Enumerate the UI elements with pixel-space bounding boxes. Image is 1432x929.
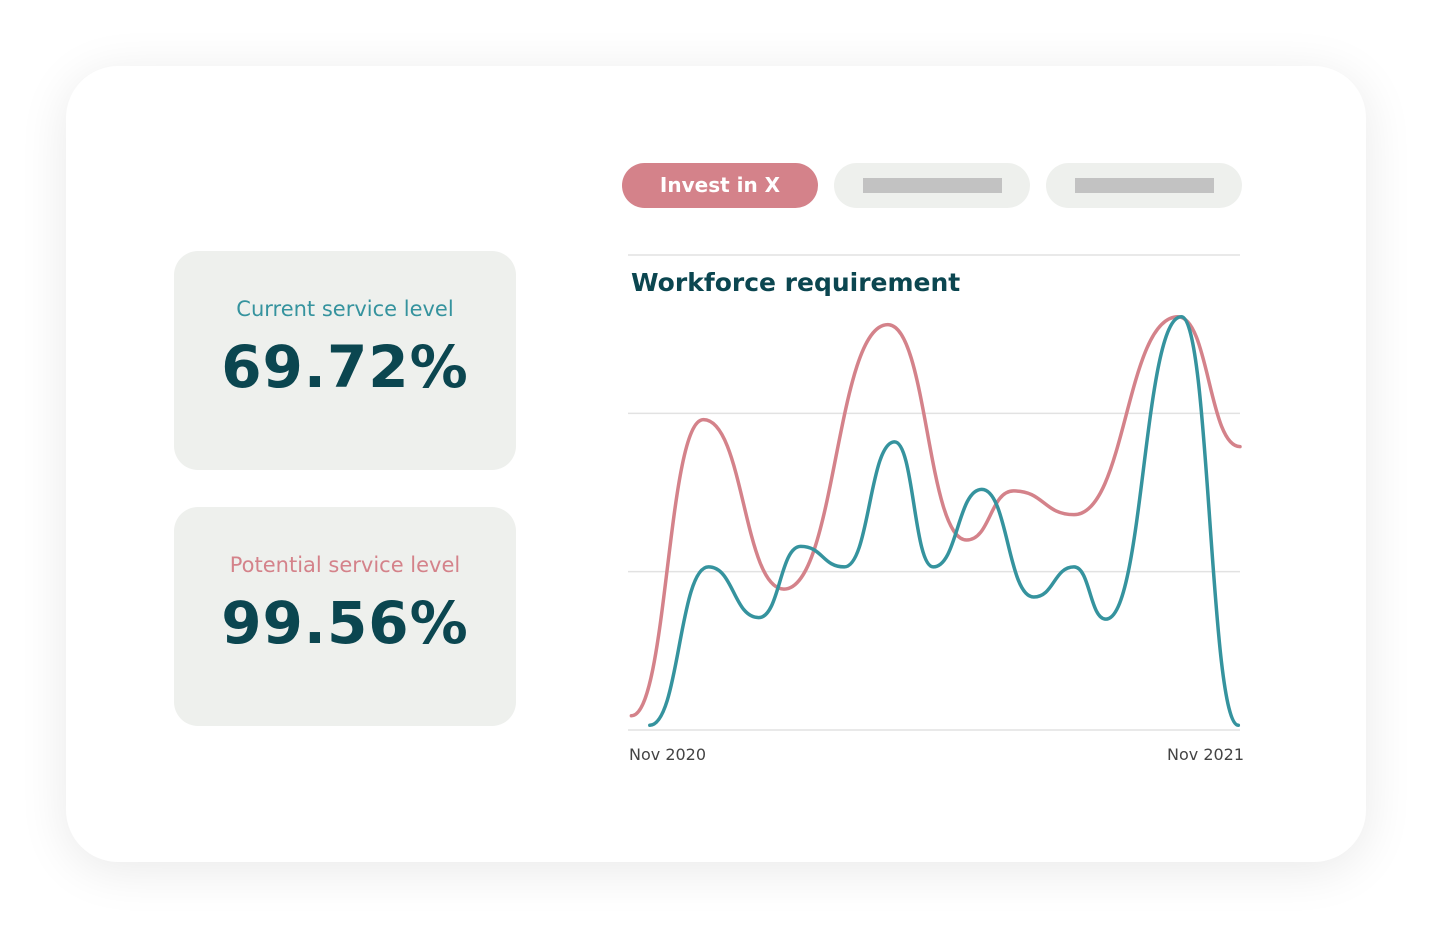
potential-service-level-label: Potential service level — [229, 553, 461, 577]
tab-placeholder-2[interactable] — [834, 163, 1030, 208]
tab-invest-in-x[interactable]: Invest in X — [622, 163, 818, 208]
potential-service-level-value: 99.56% — [221, 589, 469, 657]
x-tick-label-end: Nov 2021 — [1167, 745, 1245, 764]
series-line-teal — [648, 314, 1241, 727]
tab-placeholder-3[interactable] — [1046, 163, 1242, 208]
current-service-level-card: Current service level 69.72% — [174, 251, 516, 470]
chart-title: Workforce requirement — [631, 268, 961, 297]
potential-service-level-card: Potential service level 99.56% — [174, 507, 516, 726]
x-tick-label-start: Nov 2020 — [629, 745, 707, 764]
tab-label-placeholder — [863, 178, 1002, 193]
series-line-pink — [629, 314, 1242, 718]
tab-label-placeholder — [1075, 178, 1214, 193]
current-service-level-value: 69.72% — [221, 333, 469, 401]
current-service-level-label: Current service level — [236, 297, 454, 321]
